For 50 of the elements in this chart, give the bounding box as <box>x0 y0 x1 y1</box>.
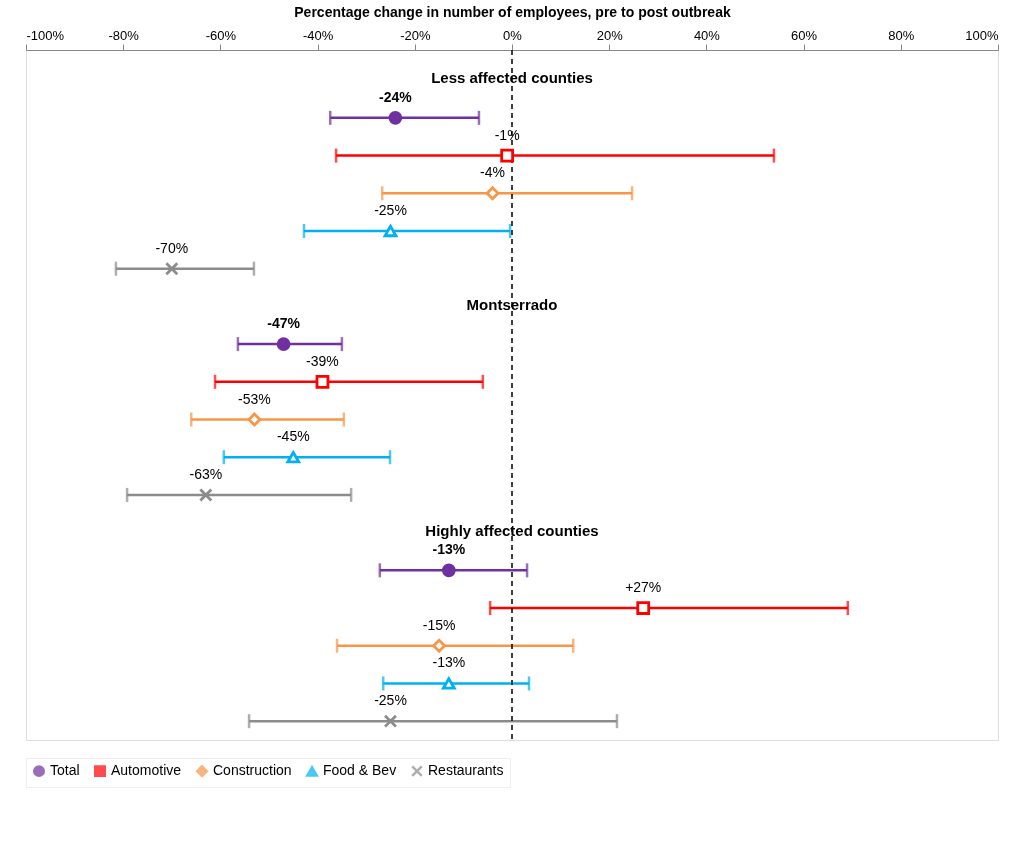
data-label: -4% <box>480 164 506 181</box>
x-tick-label: -100% <box>26 27 65 43</box>
data-label: -25% <box>374 692 407 709</box>
data-label: -63% <box>189 465 223 482</box>
point <box>383 714 398 729</box>
point <box>441 563 456 578</box>
x-tick-label: -20% <box>400 27 431 43</box>
point <box>286 451 301 464</box>
point <box>485 186 500 201</box>
data-label: -70% <box>155 239 189 256</box>
point <box>636 601 651 615</box>
x-tick-label: 80% <box>888 27 915 43</box>
annotation: Less affected counties <box>431 69 593 87</box>
data-label: -39% <box>306 352 339 369</box>
data-label: -25% <box>374 201 407 218</box>
annotation: Montserrado <box>466 295 558 313</box>
point <box>198 488 213 502</box>
data-label: -1% <box>494 126 520 143</box>
point <box>432 638 446 653</box>
legend-label: Construction <box>213 762 292 779</box>
point <box>247 412 262 427</box>
x-axis-title: Percentage change in number of employees, pre to post outbreak <box>294 3 731 20</box>
data-label: -13% <box>432 541 466 558</box>
annotation: Highly affected counties <box>425 521 599 539</box>
data-label: -15% <box>422 616 456 633</box>
x-tick-label: 0% <box>503 27 523 43</box>
x-tick-label: 100% <box>965 27 999 43</box>
x-tick-label: 60% <box>791 27 818 43</box>
data-label: -45% <box>276 428 310 445</box>
data-label: -13% <box>432 654 466 671</box>
x-tick-label: 20% <box>596 27 624 43</box>
x-tick-label: -40% <box>302 27 334 43</box>
point <box>315 374 330 389</box>
point <box>383 224 398 238</box>
legend-label: Restaurants <box>428 762 504 779</box>
point <box>441 677 456 690</box>
point <box>164 261 179 276</box>
point <box>388 111 403 125</box>
legend-label: Automotive <box>111 762 182 779</box>
x-tick-label: 40% <box>693 27 721 43</box>
data-label: -24% <box>379 88 413 105</box>
data-label: +27% <box>625 579 662 596</box>
x-tick-label: -60% <box>205 27 237 43</box>
legend-label: Food & Bev <box>323 762 397 779</box>
legend-label: Total <box>50 762 80 779</box>
x-tick-label: -80% <box>108 27 140 43</box>
point <box>276 337 291 351</box>
data-label: -47% <box>267 315 301 332</box>
point <box>500 148 515 163</box>
data-label: -53% <box>238 390 271 407</box>
